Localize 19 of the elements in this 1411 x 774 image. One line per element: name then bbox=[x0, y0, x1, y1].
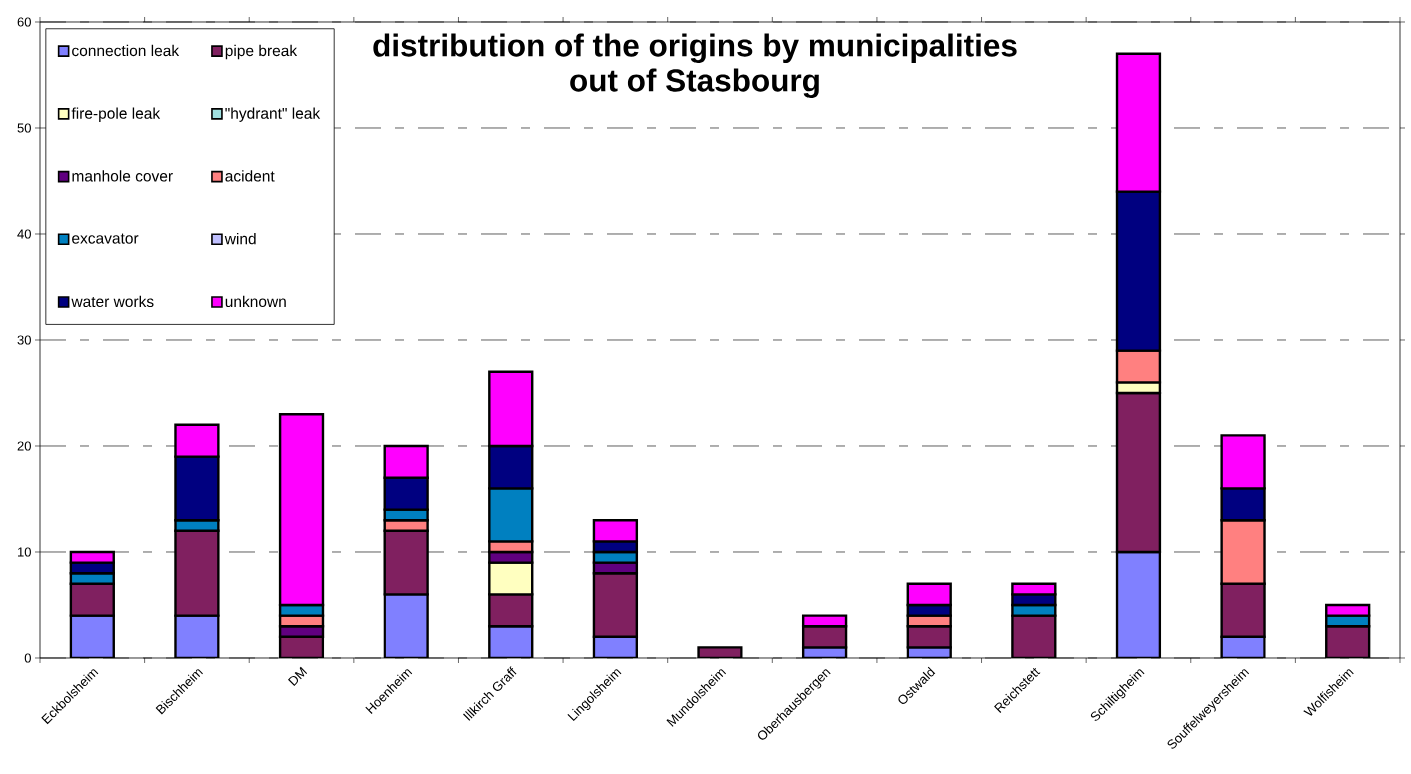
legend-label: fire-pole leak bbox=[71, 107, 161, 122]
legend-label: pipe break bbox=[225, 44, 298, 60]
legend-label: connection leak bbox=[72, 44, 180, 57]
legend-label: manhole cover bbox=[72, 170, 173, 182]
legend-label: wind bbox=[224, 232, 256, 245]
y-tick-label: 20 bbox=[17, 441, 31, 451]
y-tick-label: 0 bbox=[24, 653, 31, 663]
legend-label: acident bbox=[225, 170, 275, 182]
legend-label: unknown bbox=[225, 295, 286, 308]
x-tick-label: DM bbox=[288, 666, 308, 686]
y-tick-label: 60 bbox=[17, 17, 31, 27]
y-tick-label: 40 bbox=[17, 229, 31, 239]
y-tick-label: 10 bbox=[17, 547, 31, 557]
legend-label: water works bbox=[71, 295, 154, 308]
y-tick-label: 30 bbox=[17, 335, 31, 345]
y-tick-label: 50 bbox=[17, 123, 31, 133]
legend-label: excavator bbox=[72, 233, 139, 244]
legend-label: "hydrant" leak bbox=[225, 107, 321, 122]
text: distribution of the origins by municipalities out of Stasbourg bbox=[373, 33, 1017, 99]
